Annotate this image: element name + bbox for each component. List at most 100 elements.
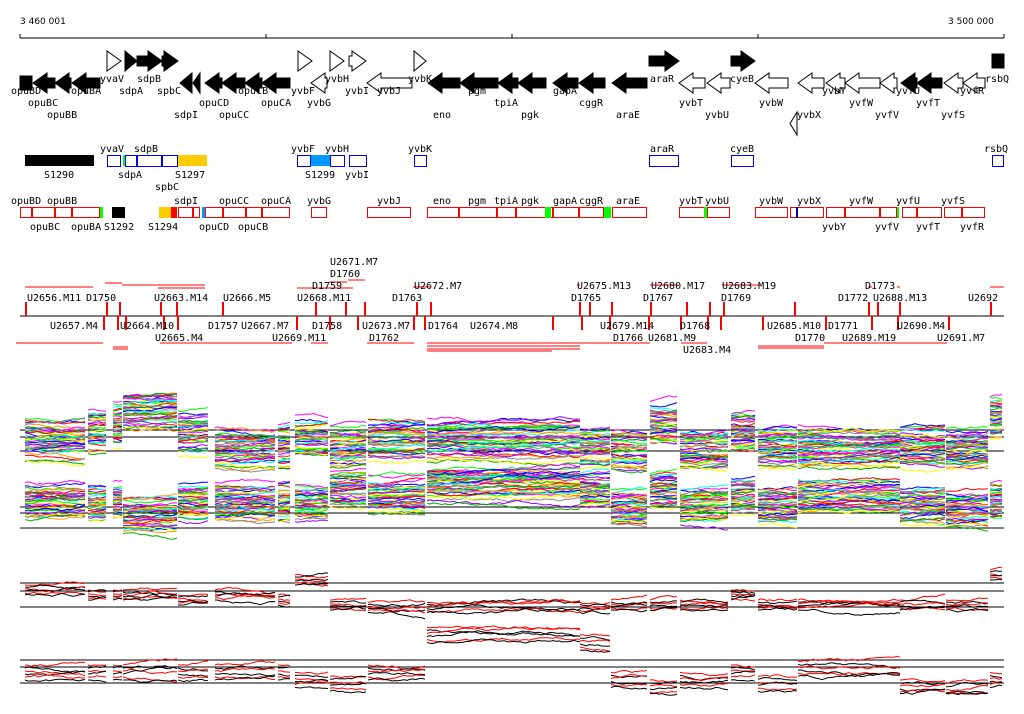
gene-arrow[interactable] xyxy=(648,50,680,72)
tu-block[interactable] xyxy=(202,207,205,218)
segment-marker[interactable] xyxy=(720,316,722,330)
segment-marker[interactable] xyxy=(125,316,127,330)
segment-marker[interactable] xyxy=(424,316,426,330)
tu-block[interactable] xyxy=(604,207,611,218)
operon-gene-box[interactable] xyxy=(125,155,137,167)
gene-arrow[interactable] xyxy=(124,49,138,73)
tu-block[interactable] xyxy=(704,207,707,218)
gene-arrow[interactable] xyxy=(789,110,798,137)
gene-arrow[interactable] xyxy=(329,50,345,72)
segment-marker[interactable] xyxy=(589,302,591,316)
gene-arrow[interactable] xyxy=(611,72,648,94)
operon-gene-box[interactable] xyxy=(349,155,367,167)
gene-arrow[interactable] xyxy=(204,72,223,94)
tu-block[interactable] xyxy=(545,207,551,218)
segment-marker[interactable] xyxy=(650,302,652,316)
operon-gene-box[interactable] xyxy=(414,155,427,167)
tu-gene-box[interactable] xyxy=(193,207,200,218)
segment-marker[interactable] xyxy=(416,302,418,316)
segment-marker[interactable] xyxy=(345,302,347,316)
segment-marker[interactable] xyxy=(25,302,27,316)
tu-block[interactable] xyxy=(796,207,798,218)
gene-arrow[interactable] xyxy=(578,72,606,94)
segment-marker[interactable] xyxy=(222,302,224,316)
segment-marker[interactable] xyxy=(899,302,901,316)
tu-gene-box[interactable] xyxy=(579,207,604,218)
operon-gene-box[interactable] xyxy=(297,155,311,167)
operon-gene-box[interactable] xyxy=(649,155,679,167)
tu-gene-box[interactable] xyxy=(311,207,327,218)
tu-gene-box[interactable] xyxy=(72,207,100,218)
tu-gene-box[interactable] xyxy=(223,207,246,218)
tu-block[interactable] xyxy=(100,207,103,218)
segment-marker[interactable] xyxy=(357,316,359,330)
segment-marker[interactable] xyxy=(611,302,613,316)
segment-marker[interactable] xyxy=(794,302,796,316)
tu-gene-box[interactable] xyxy=(55,207,72,218)
tu-block[interactable] xyxy=(159,207,171,218)
segment-marker[interactable] xyxy=(609,316,611,330)
tu-gene-box[interactable] xyxy=(32,207,55,218)
gene-arrow[interactable] xyxy=(261,72,291,94)
gene-arrow[interactable] xyxy=(106,50,122,72)
segment-marker[interactable] xyxy=(329,316,331,330)
segment-marker[interactable] xyxy=(868,302,870,316)
gene-arrow[interactable] xyxy=(706,72,731,94)
tu-block[interactable] xyxy=(171,207,177,218)
operon-gene-box[interactable] xyxy=(731,155,754,167)
gene-arrow[interactable] xyxy=(678,72,706,94)
segment-marker[interactable] xyxy=(296,316,298,330)
tu-gene-box[interactable] xyxy=(178,207,193,218)
segment-marker[interactable] xyxy=(871,316,873,330)
gene-arrow[interactable] xyxy=(730,50,756,72)
segment-marker[interactable] xyxy=(117,316,119,330)
gene-arrow[interactable] xyxy=(517,72,547,94)
gene-arrow[interactable] xyxy=(348,50,367,72)
operon-gene-box[interactable] xyxy=(107,155,121,167)
operon-block[interactable] xyxy=(25,155,94,166)
tu-gene-box[interactable] xyxy=(612,207,647,218)
segment-marker[interactable] xyxy=(413,316,415,330)
tu-gene-box[interactable] xyxy=(516,207,553,218)
tu-gene-box[interactable] xyxy=(962,207,985,218)
tu-block[interactable] xyxy=(112,207,125,218)
gene-arrow[interactable] xyxy=(413,49,427,73)
tu-gene-box[interactable] xyxy=(497,207,516,218)
gene-arrow[interactable] xyxy=(754,72,789,94)
operon-block[interactable] xyxy=(311,155,330,166)
tu-gene-box[interactable] xyxy=(797,207,824,218)
gene-arrow[interactable] xyxy=(136,50,163,72)
operon-block[interactable] xyxy=(123,155,125,166)
gene-arrow[interactable] xyxy=(497,72,519,94)
tu-gene-box[interactable] xyxy=(20,207,32,218)
gene-arrow[interactable] xyxy=(916,72,943,94)
gene-arrow[interactable] xyxy=(161,50,179,72)
operon-gene-box[interactable] xyxy=(162,155,178,167)
segment-marker[interactable] xyxy=(160,302,162,316)
segment-marker[interactable] xyxy=(430,302,432,316)
segment-marker[interactable] xyxy=(709,302,711,316)
segment-marker[interactable] xyxy=(176,302,178,316)
gene-arrow[interactable] xyxy=(991,53,1005,69)
segment-marker[interactable] xyxy=(103,316,105,330)
tu-gene-box[interactable] xyxy=(367,207,411,218)
segment-marker[interactable] xyxy=(106,302,108,316)
gene-arrow[interactable] xyxy=(797,72,825,94)
operon-block[interactable] xyxy=(178,155,207,166)
tu-gene-box[interactable] xyxy=(845,207,880,218)
segment-marker[interactable] xyxy=(948,316,950,330)
gene-arrow[interactable] xyxy=(54,72,72,94)
gene-arrow[interactable] xyxy=(427,72,461,94)
tu-gene-box[interactable] xyxy=(707,207,730,218)
operon-gene-box[interactable] xyxy=(992,155,1004,167)
segment-marker[interactable] xyxy=(315,302,317,316)
tu-gene-box[interactable] xyxy=(262,207,290,218)
gene-arrow[interactable] xyxy=(310,72,328,94)
gene-arrow[interactable] xyxy=(844,72,881,94)
tu-gene-box[interactable] xyxy=(427,207,459,218)
tu-gene-box[interactable] xyxy=(880,207,897,218)
segment-marker[interactable] xyxy=(364,302,366,316)
gene-arrow[interactable] xyxy=(879,72,898,94)
segment-marker[interactable] xyxy=(762,316,764,330)
segment-marker[interactable] xyxy=(990,302,992,316)
